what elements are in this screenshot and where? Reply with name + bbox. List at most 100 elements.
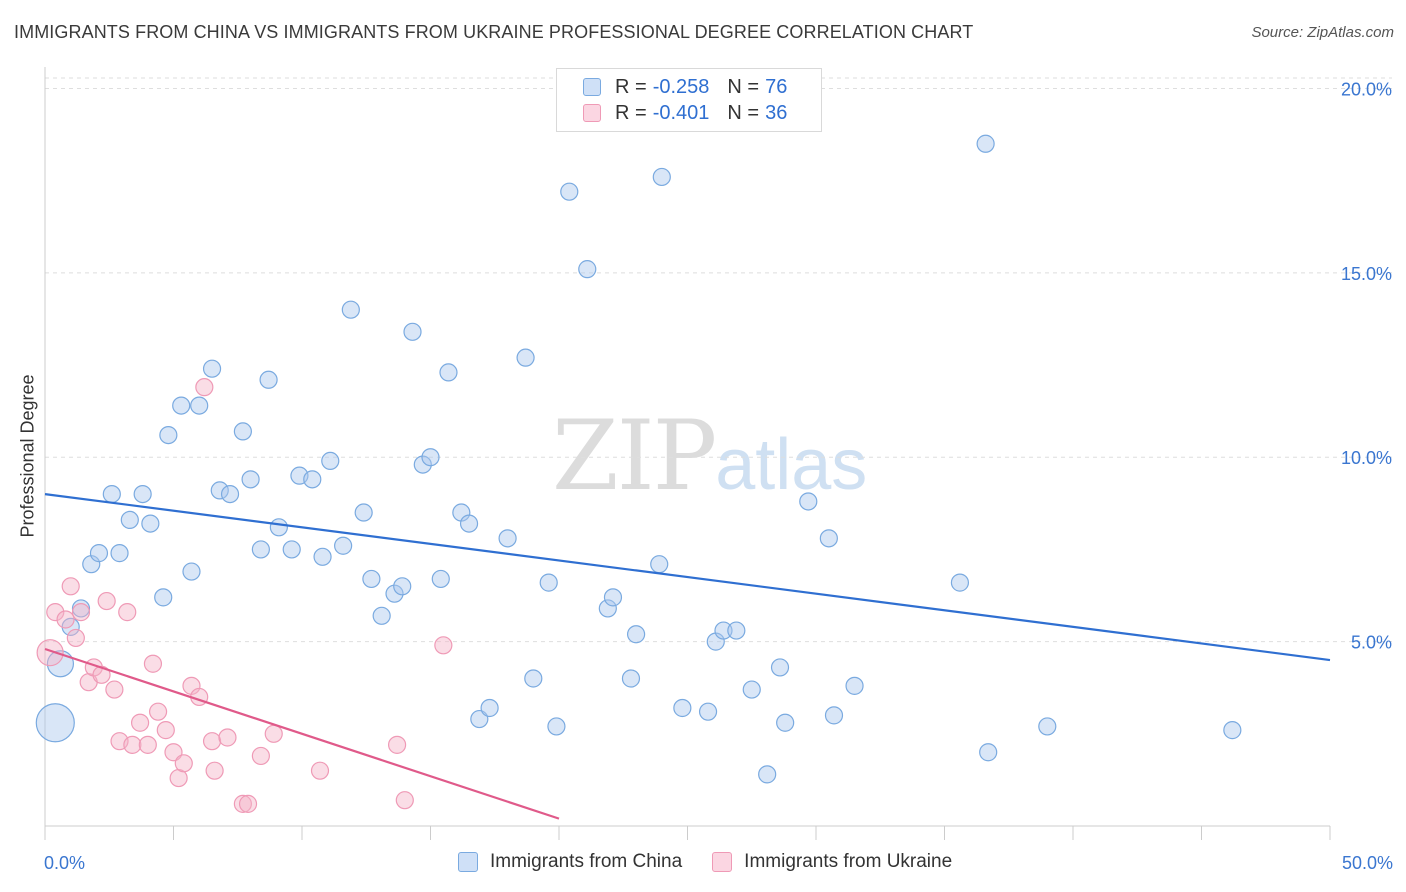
- china-data-point: [141, 514, 160, 533]
- r-value: -0.258: [652, 75, 710, 98]
- china-swatch: [458, 852, 478, 872]
- r-value: -0.401: [652, 101, 710, 124]
- ukraine-data-point: [251, 746, 270, 766]
- china-data-point: [776, 713, 795, 732]
- china-data-point: [770, 658, 790, 677]
- china-data-point: [976, 134, 995, 153]
- china-data-point: [210, 481, 229, 500]
- china-data-point: [413, 455, 432, 474]
- ukraine-trend-line: [44, 647, 560, 820]
- legend-label-ukraine: Immigrants from Ukraine: [744, 851, 953, 872]
- china-data-point: [698, 702, 718, 721]
- china-data-point: [154, 588, 173, 607]
- ukraine-data-point: [71, 603, 91, 622]
- watermark-atlas: atlas: [715, 425, 868, 505]
- china-data-point: [603, 588, 623, 607]
- china-data-point: [824, 706, 844, 725]
- legend-label-china: Immigrants from China: [490, 851, 683, 872]
- ukraine-data-point: [387, 735, 407, 754]
- ukraine-data-point: [143, 654, 163, 673]
- china-data-point: [578, 260, 597, 279]
- ukraine-data-point: [310, 761, 330, 780]
- y-axis-label: Professional Degree: [17, 374, 38, 538]
- china-data-point: [102, 484, 121, 504]
- china-data-point: [282, 540, 301, 559]
- ukraine-swatch: [712, 852, 733, 872]
- china-trend-line: [44, 493, 1331, 662]
- china-data-point: [190, 396, 209, 415]
- china-data-point: [362, 569, 381, 589]
- ukraine-data-point: [92, 665, 111, 684]
- ukraine-data-point: [61, 577, 80, 596]
- china-data-point: [621, 669, 641, 688]
- china-data-point: [819, 529, 838, 548]
- china-data-point: [182, 562, 201, 581]
- ukraine-data-point: [233, 794, 252, 813]
- y-tick-label: 10.0%: [1341, 448, 1392, 468]
- ukraine-data-point: [434, 636, 453, 655]
- n-value: 76: [765, 75, 788, 98]
- ukraine-data-point: [195, 378, 214, 397]
- china-data-point: [403, 322, 422, 341]
- china-data-point: [459, 514, 479, 533]
- china-data-point: [220, 484, 240, 504]
- china-data-point: [321, 451, 340, 471]
- china-data-point: [979, 743, 998, 762]
- n-label: N =: [727, 75, 760, 98]
- r-label: R =: [615, 75, 647, 98]
- chart-title: IMMIGRANTS FROM CHINA VS IMMIGRANTS FROM…: [14, 22, 974, 42]
- ukraine-data-point: [156, 721, 175, 740]
- china-data-point: [89, 544, 109, 563]
- china-data-point: [524, 669, 543, 688]
- ukraine-data-point: [97, 591, 116, 611]
- china-data-point: [35, 703, 75, 743]
- china-data-point: [421, 448, 440, 467]
- ukraine-data-point: [66, 628, 85, 648]
- china-swatch: [583, 78, 601, 96]
- china-data-point: [251, 540, 270, 559]
- china-data-point: [547, 717, 566, 736]
- china-data-point: [172, 396, 191, 415]
- china-data-point: [626, 625, 646, 644]
- china-data-point: [845, 676, 864, 695]
- china-data-point: [313, 547, 332, 566]
- china-data-point: [480, 698, 499, 718]
- china-data-point: [431, 569, 450, 589]
- watermark-zip: ZIP: [552, 400, 717, 512]
- china-data-point: [110, 544, 129, 563]
- china-data-point: [341, 300, 360, 319]
- china-data-point: [598, 599, 617, 618]
- china-data-point: [1223, 721, 1242, 740]
- ukraine-data-point: [46, 603, 65, 622]
- china-data-point: [673, 698, 692, 718]
- china-data-point: [652, 167, 671, 187]
- ukraine-data-point: [264, 724, 283, 743]
- china-data-point: [303, 470, 322, 489]
- series-legend: Immigrants from China Immigrants from Uk…: [458, 851, 982, 873]
- china-data-point: [133, 484, 152, 504]
- china-data-point: [950, 573, 970, 592]
- china-data-point: [498, 529, 517, 548]
- china-data-point: [650, 555, 669, 574]
- ukraine-data-point: [105, 680, 124, 699]
- china-data-point: [539, 573, 558, 592]
- china-data-point: [354, 503, 373, 522]
- china-data-point: [1038, 717, 1057, 736]
- ukraine-data-point: [123, 735, 142, 754]
- stats-legend-row-china: R = -0.258 N = 76: [583, 75, 787, 99]
- ukraine-data-point: [395, 791, 414, 810]
- y-tick-label: 5.0%: [1351, 633, 1392, 653]
- china-data-point: [516, 348, 535, 367]
- x-tick-label: 50.0%: [1342, 853, 1393, 873]
- china-data-point: [159, 425, 178, 445]
- ukraine-data-point: [238, 794, 258, 813]
- china-data-point: [334, 536, 353, 555]
- china-data-point: [241, 470, 260, 489]
- legend-item-china: Immigrants from China: [458, 851, 682, 873]
- x-tick-label: 0.0%: [44, 853, 85, 873]
- ukraine-swatch: [583, 104, 601, 122]
- watermark: ZIPatlas: [552, 400, 867, 512]
- ukraine-data-point: [56, 610, 75, 629]
- china-data-point: [714, 621, 733, 640]
- stats-legend-row-ukraine: R = -0.401 N = 36: [583, 101, 787, 125]
